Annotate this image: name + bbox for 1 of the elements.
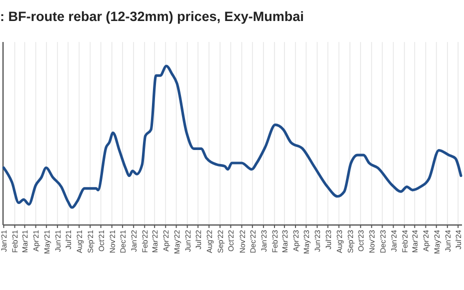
chart-title: : BF-route rebar (12-32mm) prices, Exy-Mumbai [0,9,304,24]
